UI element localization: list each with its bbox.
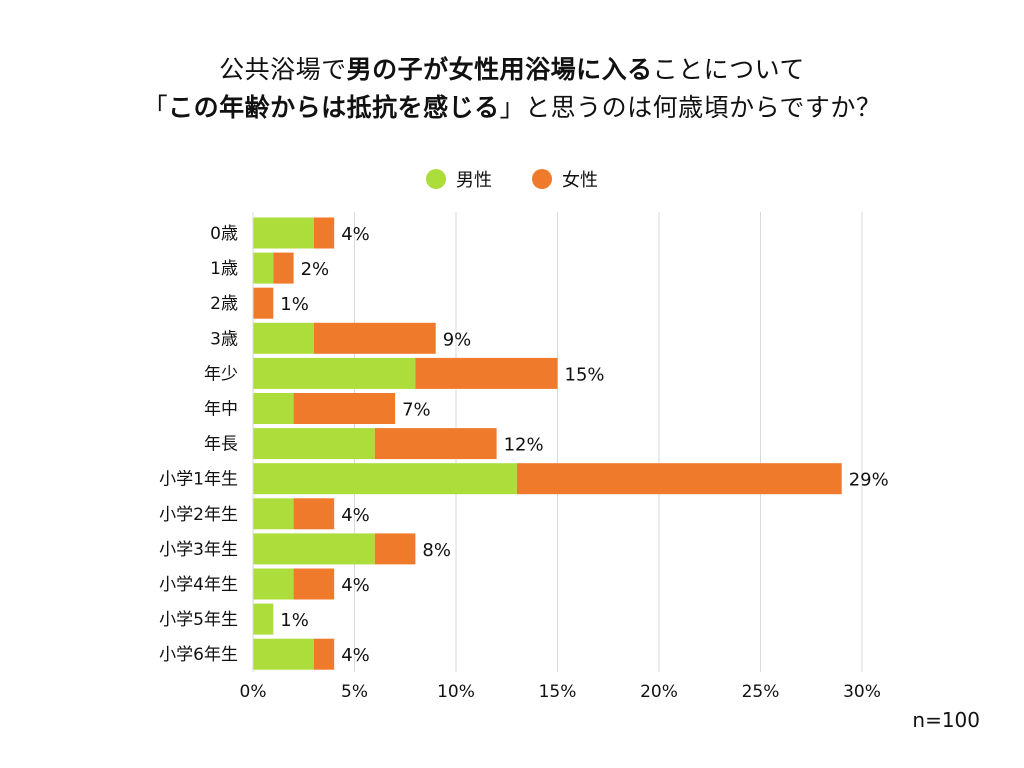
bar-female-1 (273, 252, 294, 284)
bar-male-12 (253, 638, 314, 670)
x-tick-label-20: 20% (640, 682, 678, 702)
chart-title-line-2: 「この年齢からは抵抗を感じる」と思うのは何歳頃からですか？ (0, 88, 1024, 124)
bar-female-2 (253, 287, 274, 319)
total-label-3: 9% (443, 329, 472, 350)
total-label-1: 2% (301, 259, 330, 280)
bar-male-8 (253, 498, 294, 530)
total-label-9: 8% (422, 540, 451, 561)
title-line-2-segment-1: この年齢からは抵抗を感じる (168, 93, 500, 122)
category-label-3: 3歳 (210, 329, 238, 349)
bar-female-4 (415, 357, 558, 389)
sample-size-label: n=100 (912, 708, 980, 732)
bar-male-5 (253, 393, 294, 424)
legend-item-male: 男性 (426, 166, 492, 192)
total-label-4: 15% (565, 364, 605, 385)
x-tick-label-10: 10% (437, 682, 475, 702)
x-tick-label-0: 0% (240, 682, 267, 702)
category-label-6: 年長 (204, 435, 238, 455)
x-tick-label-15: 15% (539, 682, 577, 702)
legend-label-female: 女性 (562, 170, 598, 191)
category-label-2: 2歳 (210, 294, 238, 314)
category-label-1: 1歳 (210, 259, 238, 279)
category-label-8: 小学2年生 (159, 505, 238, 525)
legend-item-female: 女性 (532, 166, 598, 192)
legend-swatch-male (426, 169, 446, 189)
title-line-1-segment-2: ことについて (652, 55, 805, 84)
bar-female-0 (313, 217, 335, 249)
total-label-0: 4% (341, 224, 370, 245)
total-label-2: 1% (280, 294, 309, 315)
x-tick-label-5: 5% (341, 682, 368, 702)
bar-female-5 (293, 393, 396, 424)
bar-female-12 (313, 638, 335, 670)
bar-female-10 (293, 568, 335, 600)
bar-female-8 (293, 498, 335, 530)
bar-female-9 (374, 533, 416, 565)
bar-male-0 (253, 217, 314, 249)
bar-male-3 (253, 322, 314, 354)
legend-label-male: 男性 (456, 170, 492, 191)
category-label-10: 小学4年生 (159, 575, 238, 595)
title-line-1-segment-0: 公共浴場で (219, 55, 347, 84)
category-label-0: 0歳 (210, 224, 238, 244)
x-tick-label-30: 30% (843, 682, 881, 702)
title-line-2-segment-0: 「 (142, 93, 169, 122)
legend-swatch-female (532, 169, 552, 189)
total-label-5: 7% (402, 400, 431, 421)
total-label-6: 12% (504, 435, 544, 456)
bar-male-1 (253, 252, 274, 284)
category-label-4: 年少 (204, 364, 238, 384)
bar-male-7 (253, 463, 517, 495)
category-label-11: 小学5年生 (159, 610, 238, 630)
category-label-9: 小学3年生 (159, 540, 238, 560)
bar-male-9 (253, 533, 375, 565)
bar-male-6 (253, 428, 375, 460)
bar-male-11 (253, 603, 274, 635)
category-label-5: 年中 (204, 400, 238, 420)
bar-male-10 (253, 568, 294, 600)
bar-female-3 (313, 322, 436, 354)
title-line-2-segment-2: 」と思うのは何歳頃からですか？ (499, 93, 882, 122)
x-tick-label-25: 25% (742, 682, 780, 702)
total-label-7: 29% (849, 470, 889, 491)
title-line-1-segment-1: 男の子が女性用浴場に入る (346, 55, 653, 84)
category-label-7: 小学1年生 (159, 470, 238, 490)
total-label-11: 1% (280, 610, 309, 631)
chart-title-line-1: 公共浴場で男の子が女性用浴場に入ることについて (0, 50, 1024, 86)
total-label-8: 4% (341, 505, 370, 526)
category-label-12: 小学6年生 (159, 645, 238, 665)
bar-female-7 (516, 463, 842, 495)
total-label-12: 4% (341, 645, 370, 666)
legend: 男性 女性 (0, 166, 1024, 192)
total-label-10: 4% (341, 575, 370, 596)
bar-female-6 (374, 428, 497, 460)
bar-male-4 (253, 357, 416, 389)
